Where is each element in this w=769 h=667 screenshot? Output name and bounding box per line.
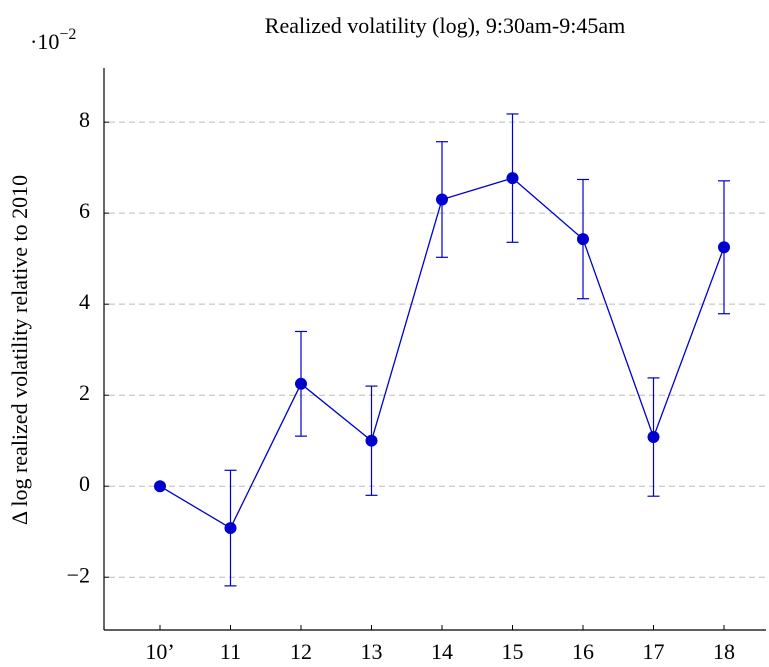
x-tick-label: 17 [643,639,665,664]
point [295,377,307,390]
point [365,434,378,447]
y-axis-label: Δ log realized volatility relative to 20… [7,175,32,525]
x-tick-label: 10’ [145,639,174,664]
y-scale-label: ·10−2 [30,26,76,54]
y-tick-label: 4 [79,289,90,314]
point [718,241,730,254]
x-tick-label: 18 [713,639,735,664]
x-tick-label: 14 [431,639,453,664]
y-scale-exponent: −2 [59,26,76,43]
y-tick-label: 0 [79,471,90,496]
x-tick-label: 16 [572,639,594,664]
y-tick-label: 8 [79,107,90,132]
y-scale-base: ·10 [30,29,59,54]
x-tick-label: 15 [502,639,524,664]
point [436,193,448,206]
x-tick-label: 12 [290,639,312,664]
x-tick-label: 11 [220,639,241,664]
y-tick-label: 6 [79,198,90,223]
point [577,233,589,246]
point [154,480,166,493]
y-tick-label: −2 [67,562,90,587]
y-tick-label: 2 [79,380,90,405]
x-tick-label: 13 [361,639,383,664]
point [647,431,660,444]
point [224,522,237,535]
chart-title: Realized volatility (log), 9:30am-9:45am [265,13,625,38]
point [506,172,519,185]
